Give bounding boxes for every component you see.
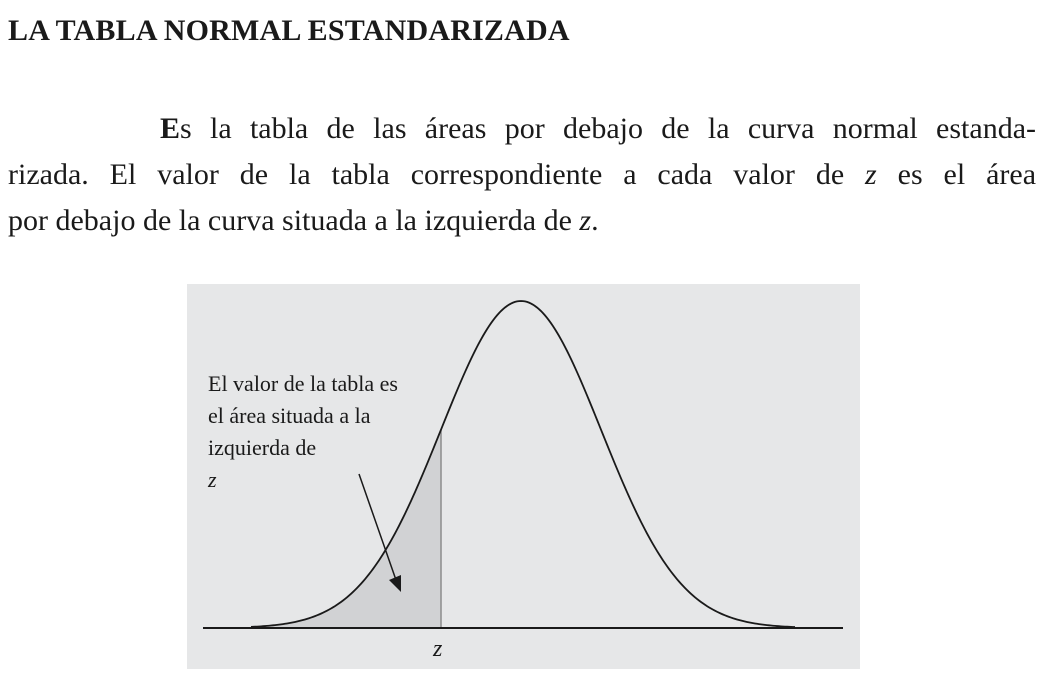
caption-z-variable: z [208,467,217,492]
dropcap-letter: E [160,112,181,145]
paragraph-line-2-text-a: rizada. El valor de la tabla correspondi… [8,158,845,191]
caption-line-2: el área situada a la [208,403,371,428]
paragraph-line-3-text: por debajo de la curva situada a la izqu… [8,204,572,237]
z-variable: z [579,204,592,237]
paragraph-line-2-text-b: es el área [897,158,1037,191]
page-title: LA TABLA NORMAL ESTANDARIZADA [8,14,570,47]
z-variable: z [865,158,877,191]
caption-line-3: izquierda de z [208,432,398,496]
z-axis-label: z [433,636,443,662]
caption-line-3-text: izquierda de [208,435,317,460]
normal-curve-figure: El valor de la tabla es el área situada … [187,284,860,669]
figure-caption: El valor de la tabla es el área situada … [208,368,398,496]
normal-curve-diagram [203,300,843,629]
paragraph-line-1-text: s la tabla de las áreas por debajo de la… [180,112,1036,145]
paragraph-line-1: Es la tabla de las áreas por debajo de l… [8,106,1036,152]
caption-arrow [358,473,397,581]
paragraph-line-3: por debajo de la curva situada a la izqu… [8,198,1036,244]
caption-line-1: El valor de la tabla es [208,371,398,396]
body-paragraph: Es la tabla de las áreas por debajo de l… [8,106,1036,244]
normal-curve [250,300,796,628]
paragraph-line-2: rizada. El valor de la tabla correspondi… [8,152,1036,198]
arrow-head-icon [389,575,401,592]
paragraph-period: . [591,204,599,237]
